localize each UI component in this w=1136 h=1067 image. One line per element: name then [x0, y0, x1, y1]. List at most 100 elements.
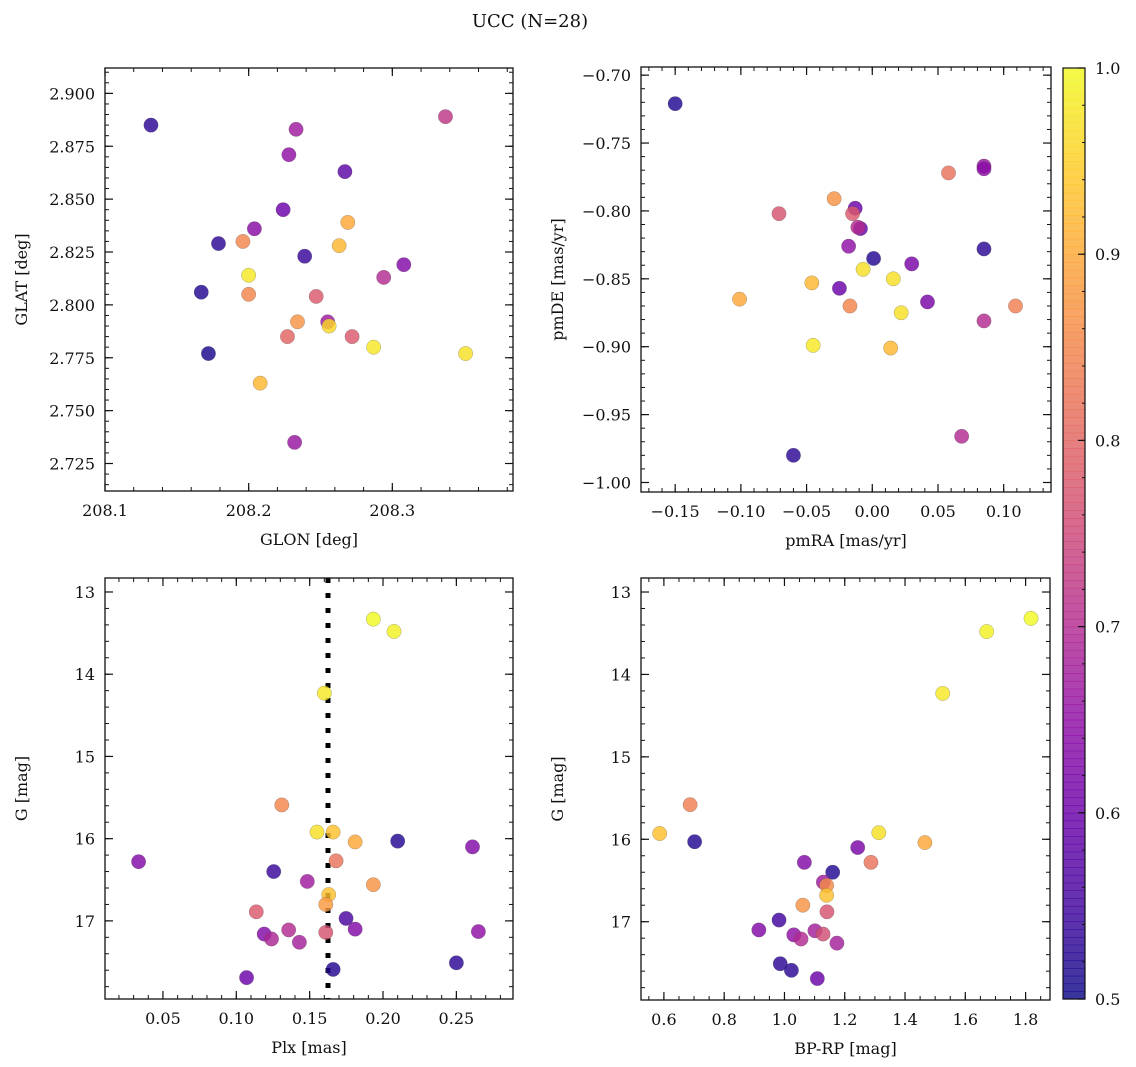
colorbar-segment — [1063, 851, 1085, 860]
data-point — [772, 956, 788, 972]
y-tick-label: 13 — [611, 583, 631, 602]
colorbar-segment — [1063, 510, 1085, 519]
data-point — [682, 797, 698, 813]
y-tick-label: −1.00 — [582, 473, 631, 492]
data-point — [281, 147, 297, 163]
colorbar-segment — [1063, 99, 1085, 108]
colorbar-segment — [1063, 541, 1085, 550]
colorbar-segment — [1063, 401, 1085, 410]
colorbar-segment — [1063, 168, 1085, 178]
x-tick-label: 0.25 — [439, 1009, 475, 1028]
y-tick-label: 2.825 — [49, 243, 95, 262]
colorbar-segment — [1063, 238, 1085, 248]
colorbar-segment — [1063, 494, 1085, 504]
colorbar-segment — [1063, 277, 1085, 286]
y-tick-label: −0.80 — [582, 202, 631, 221]
data-point — [1008, 298, 1023, 314]
colorbar-segment — [1063, 828, 1085, 837]
colorbar-segment — [1063, 463, 1085, 473]
data-point — [732, 291, 747, 307]
colorbar-segment — [1063, 874, 1085, 884]
colorbar-segment — [1063, 324, 1085, 333]
x-tick-label: 0.15 — [292, 1009, 328, 1028]
colorbar-segment — [1063, 122, 1085, 131]
colorbar-segment — [1063, 386, 1085, 395]
y-tick-label: 2.775 — [49, 349, 95, 368]
data-point — [850, 840, 866, 855]
data-point — [287, 434, 303, 450]
colorbar-segment — [1063, 161, 1085, 170]
colorbar-segment — [1063, 153, 1085, 162]
colorbar-segment — [1063, 952, 1085, 961]
colorbar-frame — [1062, 67, 1086, 1000]
y-tick-label: 13 — [75, 583, 95, 602]
colorbar-segment — [1063, 261, 1085, 271]
data-point — [941, 165, 956, 181]
data-point — [976, 241, 992, 257]
data-point — [331, 238, 347, 254]
colorbar-segment — [1063, 68, 1085, 77]
colorbar-segment — [1063, 75, 1085, 85]
colorbar-segment — [1063, 774, 1085, 783]
colorbar-segment — [1063, 758, 1085, 767]
y-tick-label: 14 — [75, 665, 95, 684]
x-tick-label: −0.15 — [651, 502, 700, 521]
colorbar-segment — [1063, 680, 1085, 690]
data-point — [819, 904, 835, 920]
colorbar-tick-label: 0.7 — [1095, 618, 1120, 637]
colorbar-segment — [1063, 812, 1085, 822]
colorbar-segment — [1063, 316, 1085, 325]
colorbar-tick-label: 0.6 — [1095, 804, 1120, 823]
y-tick-label: 2.725 — [49, 455, 95, 474]
y-tick-label: 15 — [75, 747, 95, 766]
colorbar-segment — [1063, 688, 1085, 698]
y-tick-label: 2.900 — [49, 84, 95, 103]
colorbar-segment — [1063, 572, 1085, 581]
x-tick-label: 208.3 — [369, 501, 415, 520]
scatter-panel-1: 208.1 208.2 208.3 2.725 2.750 2.775 2.800 2.825… — [12, 67, 514, 549]
data-point — [850, 219, 866, 235]
colorbar-segment — [1063, 649, 1085, 659]
colorbar-segment — [1063, 611, 1085, 620]
data-point — [829, 935, 845, 951]
data-point — [288, 121, 304, 137]
colorbar-segment — [1063, 750, 1085, 760]
data-point — [804, 275, 820, 291]
data-point — [893, 305, 909, 321]
y-tick-label: 2.800 — [49, 296, 95, 315]
data-point — [376, 269, 392, 285]
colorbar-segment — [1063, 603, 1085, 612]
colorbar-segment — [1063, 704, 1085, 713]
colorbar-segment — [1063, 983, 1085, 992]
data-point — [347, 921, 363, 937]
data-point — [954, 428, 970, 444]
colorbar-segment — [1063, 393, 1085, 403]
colorbar-segment — [1063, 308, 1085, 317]
data-point — [291, 934, 307, 950]
y-tick-label: 14 — [611, 665, 631, 684]
colorbar-segment — [1063, 331, 1085, 341]
data-point — [241, 286, 257, 302]
colorbar-segment — [1063, 587, 1085, 597]
data-point — [885, 271, 901, 287]
data-point — [264, 931, 279, 947]
colorbar-segment — [1063, 634, 1085, 643]
colorbar-segment — [1063, 471, 1085, 480]
data-point — [366, 339, 382, 355]
data-point — [390, 833, 406, 849]
x-axis-label: BP-RP [mag] — [794, 1039, 896, 1058]
y-tick-label: 2.875 — [49, 137, 95, 156]
colorbar-segment — [1063, 929, 1085, 938]
colorbar-segment — [1063, 355, 1085, 364]
colorbar-segment — [1063, 525, 1085, 535]
colorbar-segment — [1063, 199, 1085, 209]
data-point — [309, 824, 325, 840]
data-point — [274, 797, 290, 813]
data-point — [318, 897, 334, 912]
data-point — [805, 337, 821, 353]
data-point — [201, 346, 216, 361]
axes-frame — [640, 577, 1051, 1001]
colorbar-segment — [1063, 711, 1085, 721]
colorbar-segment — [1063, 533, 1085, 542]
